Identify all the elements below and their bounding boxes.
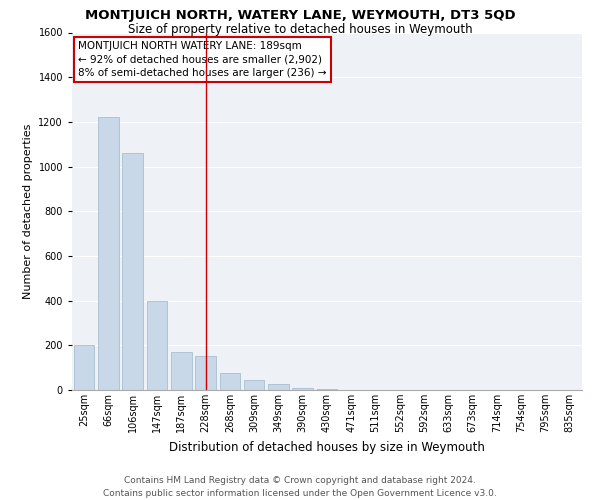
Bar xyxy=(195,356,216,390)
Bar xyxy=(244,380,265,390)
Bar xyxy=(146,300,167,390)
Bar xyxy=(317,389,337,390)
Bar xyxy=(74,346,94,390)
Bar xyxy=(292,388,313,390)
Y-axis label: Number of detached properties: Number of detached properties xyxy=(23,124,33,299)
Text: MONTJUICH NORTH WATERY LANE: 189sqm
← 92% of detached houses are smaller (2,902): MONTJUICH NORTH WATERY LANE: 189sqm ← 92… xyxy=(78,42,326,78)
Text: MONTJUICH NORTH, WATERY LANE, WEYMOUTH, DT3 5QD: MONTJUICH NORTH, WATERY LANE, WEYMOUTH, … xyxy=(85,9,515,22)
Bar xyxy=(98,118,119,390)
Bar xyxy=(171,352,191,390)
Bar xyxy=(122,153,143,390)
Text: Size of property relative to detached houses in Weymouth: Size of property relative to detached ho… xyxy=(128,22,472,36)
Bar xyxy=(268,384,289,390)
Text: Contains HM Land Registry data © Crown copyright and database right 2024.
Contai: Contains HM Land Registry data © Crown c… xyxy=(103,476,497,498)
X-axis label: Distribution of detached houses by size in Weymouth: Distribution of detached houses by size … xyxy=(169,440,485,454)
Bar xyxy=(220,373,240,390)
